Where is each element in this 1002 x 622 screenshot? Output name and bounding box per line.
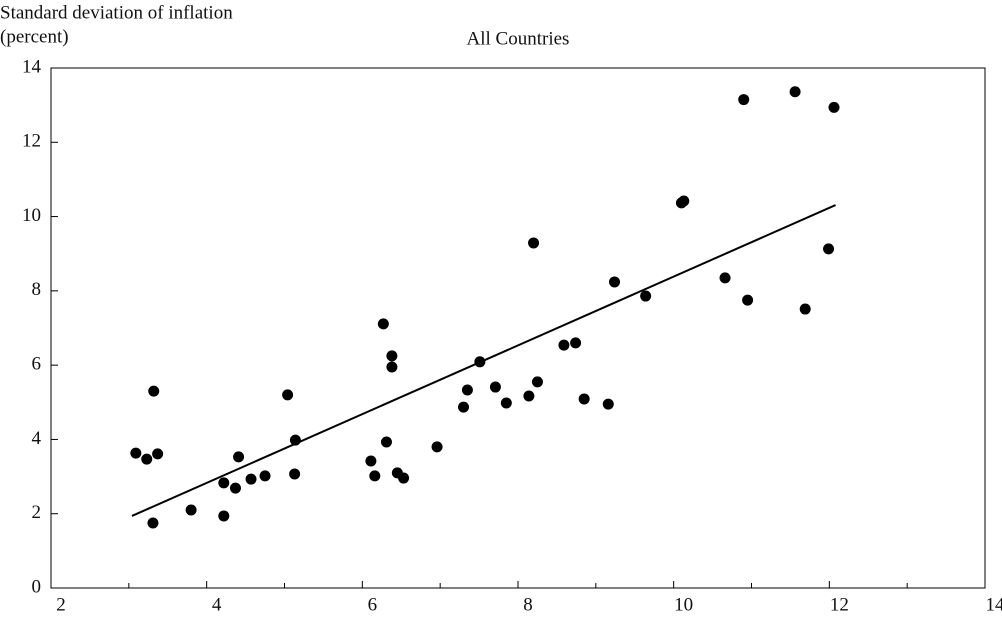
point (141, 453, 153, 465)
point (602, 398, 614, 410)
point (398, 472, 410, 484)
chart-title: All Countries (467, 28, 570, 49)
point (218, 510, 230, 522)
point (578, 393, 590, 405)
point (380, 436, 392, 448)
point (369, 470, 381, 482)
point (742, 294, 754, 306)
point (386, 361, 398, 373)
point (458, 401, 470, 413)
y-tick-label: 4 (32, 428, 42, 449)
y-tick-label: 10 (22, 205, 41, 226)
point (377, 318, 389, 330)
x-tick-label: 2 (56, 594, 66, 615)
point (218, 477, 230, 489)
point (531, 376, 543, 388)
trend-line (131, 204, 836, 517)
y-axis-label: Standard deviation of inflation (0, 2, 233, 23)
y-tick-label: 12 (22, 131, 41, 152)
point (500, 397, 512, 409)
point (528, 237, 540, 249)
x-tick-label: 14 (986, 594, 1002, 615)
point (823, 243, 835, 255)
point (609, 276, 621, 288)
point (282, 389, 294, 401)
y-tick-label: 8 (32, 279, 42, 300)
point (738, 94, 750, 106)
point (233, 451, 245, 463)
point (152, 448, 164, 460)
point (719, 272, 731, 284)
y-axis-label: (percent) (0, 26, 69, 47)
y-tick-label: 14 (22, 56, 42, 77)
point (523, 390, 535, 402)
point (570, 337, 582, 349)
y-tick-label: 6 (32, 354, 42, 375)
point (558, 339, 570, 351)
y-tick-label: 2 (32, 502, 42, 523)
point (147, 517, 159, 529)
x-tick-label: 6 (368, 594, 378, 615)
point (640, 290, 652, 302)
point (431, 441, 443, 453)
x-tick-label: 8 (523, 594, 533, 615)
x-tick-label: 4 (212, 594, 222, 615)
x-tick-label: 10 (674, 594, 693, 615)
point (386, 350, 398, 362)
point (185, 504, 197, 516)
point (130, 447, 142, 459)
point (828, 101, 840, 113)
point (461, 384, 473, 396)
x-tick-label: 12 (830, 594, 849, 615)
point (365, 455, 377, 467)
y-tick-label: 0 (32, 576, 42, 597)
point (289, 468, 301, 480)
point (259, 470, 271, 482)
point (799, 303, 811, 315)
point (678, 195, 690, 207)
point (789, 86, 801, 98)
point (489, 381, 501, 393)
point (148, 385, 160, 397)
point (229, 482, 241, 494)
point (245, 473, 257, 485)
